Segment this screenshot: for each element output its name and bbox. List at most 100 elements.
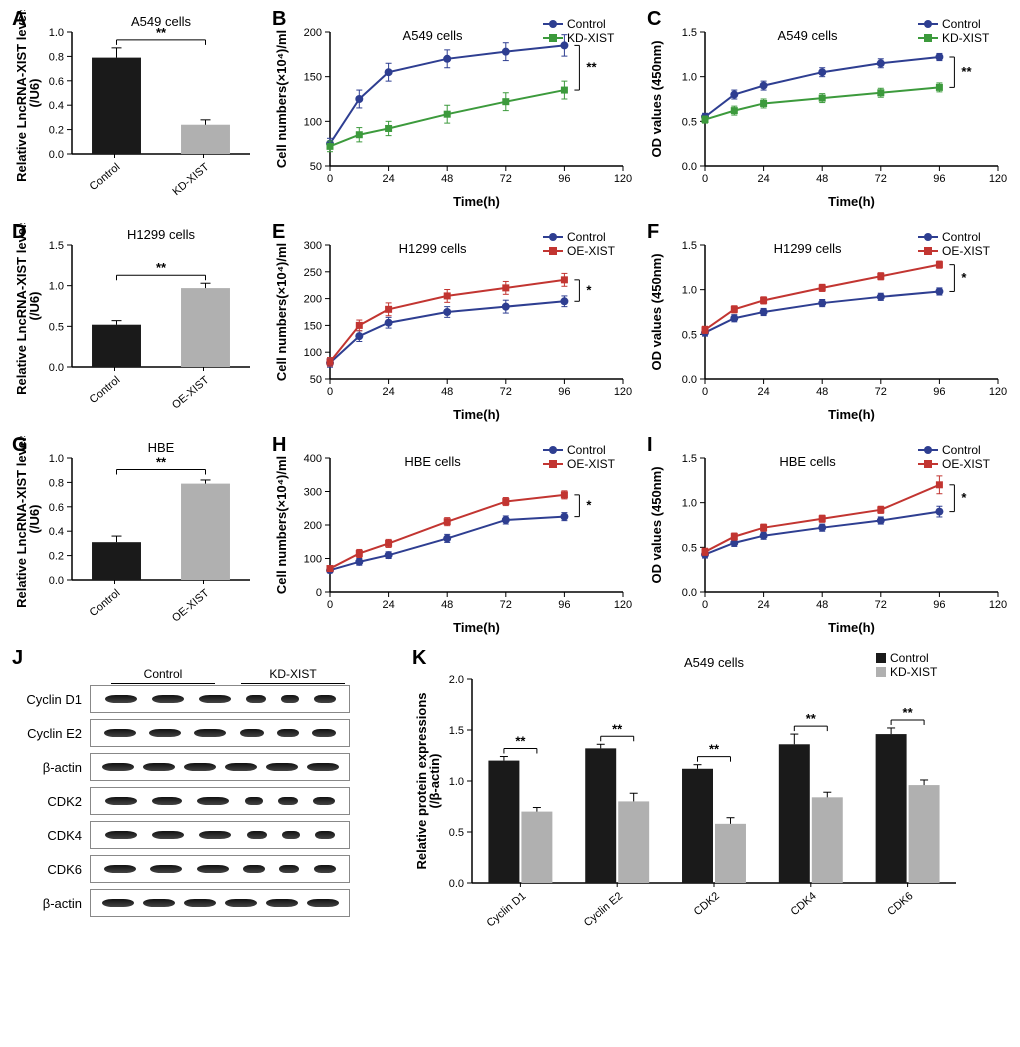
svg-text:**: ** [156,25,167,40]
blot-row--actin: β-actin [10,753,390,781]
blot-band [225,763,257,771]
svg-text:Time(h): Time(h) [828,194,875,209]
svg-text:(/β-actin): (/β-actin) [427,754,442,809]
svg-text:0.5: 0.5 [449,827,464,839]
panel-D: D0.00.51.01.5Relative LncRNA-XIST levels… [10,223,260,428]
svg-text:0.4: 0.4 [49,526,64,538]
panel-I: I0.00.51.01.5024487296120Time(h)OD value… [645,436,1010,641]
svg-text:0.0: 0.0 [682,374,697,386]
blot-label: Cyclin D1 [10,692,90,707]
svg-text:200: 200 [304,520,322,532]
chart-K: 0.00.51.01.52.0Relative protein expressi… [410,649,970,949]
svg-text:100: 100 [304,116,322,128]
panel-K-protein-bar: K0.00.51.01.52.0Relative protein express… [410,649,970,954]
svg-text:0.8: 0.8 [49,477,64,489]
blot-band [315,831,335,839]
svg-text:OD values (450nm): OD values (450nm) [649,253,664,370]
svg-text:96: 96 [558,386,570,398]
svg-text:A549 cells: A549 cells [403,28,463,43]
chart-B: 50100150200024487296120Time(h)Cell numbe… [270,10,635,210]
blot-label: CDK6 [10,862,90,877]
svg-text:200: 200 [304,27,322,39]
svg-text:HBE cells: HBE cells [404,454,461,469]
panel-label-B: B [272,8,286,31]
svg-text:KD-XIST: KD-XIST [942,31,990,45]
blot-band [143,763,175,771]
panel-label-A: A [12,8,26,31]
svg-text:96: 96 [933,386,945,398]
svg-text:0.0: 0.0 [49,149,64,161]
svg-text:**: ** [156,260,167,275]
blot-band [245,797,263,805]
svg-text:OE-XIST: OE-XIST [942,457,991,471]
svg-text:24: 24 [757,599,769,611]
chart-G: 0.00.20.40.60.81.0Relative LncRNA-XIST l… [10,436,260,636]
svg-text:24: 24 [382,599,394,611]
svg-text:Control: Control [88,161,123,193]
blot-row-Cyclin-E2: Cyclin E2 [10,719,390,747]
blot-band [105,797,137,805]
blot-lane-box [90,821,350,849]
panel-B: B50100150200024487296120Time(h)Cell numb… [270,10,635,215]
blot-label: β-actin [10,760,90,775]
svg-text:0.2: 0.2 [49,125,64,137]
panel-H: H0100200300400024487296120Time(h)Cell nu… [270,436,635,641]
blot-band [246,695,266,703]
blot-row-CDK6: CDK6 [10,855,390,883]
blot-band [102,763,134,771]
blot-row-CDK4: CDK4 [10,821,390,849]
chart-E: 50100150200250300024487296120Time(h)Cell… [270,223,635,423]
svg-text:0.5: 0.5 [682,542,697,554]
svg-text:100: 100 [304,554,322,566]
svg-text:Time(h): Time(h) [453,407,500,422]
svg-text:48: 48 [816,386,828,398]
blot-lane-box [90,855,350,883]
svg-text:72: 72 [500,599,512,611]
blot-band [314,695,336,703]
svg-text:*: * [586,498,592,513]
svg-text:**: ** [806,711,817,726]
svg-text:CDK2: CDK2 [692,890,722,918]
svg-text:48: 48 [441,386,453,398]
svg-text:**: ** [156,455,167,470]
panel-C: C0.00.51.01.5024487296120Time(h)OD value… [645,10,1010,215]
blot-row-Cyclin-D1: Cyclin D1 [10,685,390,713]
svg-text:Time(h): Time(h) [828,407,875,422]
svg-text:72: 72 [500,173,512,185]
blot-band [152,797,182,805]
svg-text:1.0: 1.0 [682,72,697,84]
svg-text:72: 72 [500,386,512,398]
svg-text:Cell numbers(×10⁴)/ml: Cell numbers(×10⁴)/ml [274,30,289,168]
svg-text:120: 120 [614,173,632,185]
svg-text:Control: Control [567,230,606,244]
svg-text:24: 24 [382,173,394,185]
svg-text:48: 48 [816,599,828,611]
svg-text:(/U6): (/U6) [27,292,42,321]
svg-text:0.5: 0.5 [682,116,697,128]
svg-text:0.0: 0.0 [682,161,697,173]
svg-text:400: 400 [304,453,322,465]
svg-text:96: 96 [933,599,945,611]
panel-J-western-blot: J Control KD-XIST Cyclin D1Cyclin E2β-ac… [10,649,390,923]
svg-text:OD values (450nm): OD values (450nm) [649,40,664,157]
svg-text:0: 0 [316,587,322,599]
blot-group-kdxist: KD-XIST [228,667,358,681]
svg-text:96: 96 [558,173,570,185]
svg-text:Control: Control [88,374,123,406]
blot-band [314,865,336,873]
svg-text:**: ** [903,705,914,720]
panel-label-D: D [12,221,26,244]
blot-band [184,763,216,771]
chart-I: 0.00.51.01.5024487296120Time(h)OD values… [645,436,1010,636]
blot-band [313,797,335,805]
blot-lane-box [90,787,350,815]
svg-text:120: 120 [989,386,1007,398]
svg-text:Control: Control [942,17,981,31]
svg-text:Time(h): Time(h) [453,194,500,209]
blot-band [282,831,300,839]
svg-text:2.0: 2.0 [449,674,464,686]
svg-text:(/U6): (/U6) [27,505,42,534]
panel-label-J: J [12,647,23,670]
blot-band [281,695,299,703]
blot-band [149,729,181,737]
